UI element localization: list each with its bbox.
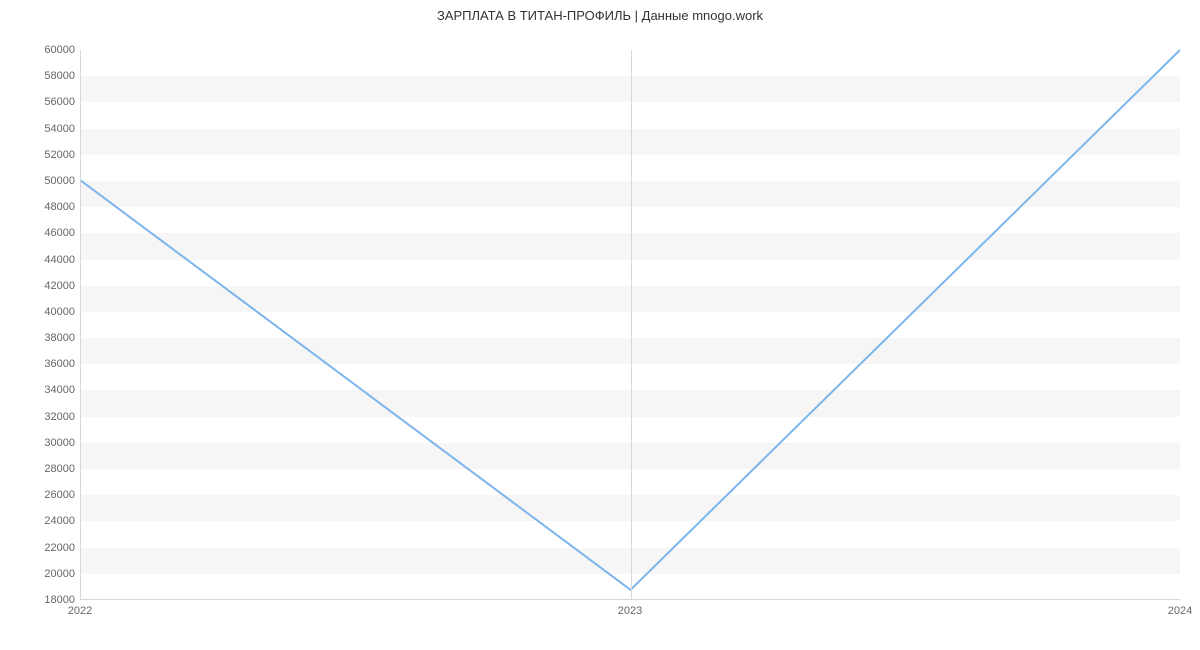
salary-line-chart: ЗАРПЛАТА В ТИТАН-ПРОФИЛЬ | Данные mnogo.… <box>0 0 1200 650</box>
y-tick-label: 20000 <box>5 568 75 580</box>
y-tick-label: 60000 <box>5 44 75 56</box>
y-tick-label: 52000 <box>5 149 75 161</box>
y-tick-label: 40000 <box>5 306 75 318</box>
y-tick-label: 24000 <box>5 515 75 527</box>
x-tick-label: 2024 <box>1168 605 1192 617</box>
y-tick-label: 26000 <box>5 489 75 501</box>
y-tick-label: 58000 <box>5 70 75 82</box>
y-tick-label: 18000 <box>5 594 75 606</box>
y-tick-label: 54000 <box>5 123 75 135</box>
plot-area <box>80 50 1180 600</box>
y-tick-label: 50000 <box>5 175 75 187</box>
x-tick-label: 2022 <box>68 605 92 617</box>
chart-title: ЗАРПЛАТА В ТИТАН-ПРОФИЛЬ | Данные mnogo.… <box>0 8 1200 23</box>
y-tick-label: 32000 <box>5 411 75 423</box>
y-tick-label: 28000 <box>5 463 75 475</box>
y-tick-label: 22000 <box>5 542 75 554</box>
y-tick-label: 48000 <box>5 201 75 213</box>
y-tick-label: 34000 <box>5 384 75 396</box>
grid-vertical <box>631 50 632 599</box>
y-tick-label: 44000 <box>5 254 75 266</box>
y-tick-label: 38000 <box>5 332 75 344</box>
y-tick-label: 56000 <box>5 96 75 108</box>
x-tick-label: 2023 <box>618 605 642 617</box>
y-tick-label: 42000 <box>5 280 75 292</box>
y-tick-label: 46000 <box>5 227 75 239</box>
y-tick-label: 36000 <box>5 358 75 370</box>
y-tick-label: 30000 <box>5 437 75 449</box>
